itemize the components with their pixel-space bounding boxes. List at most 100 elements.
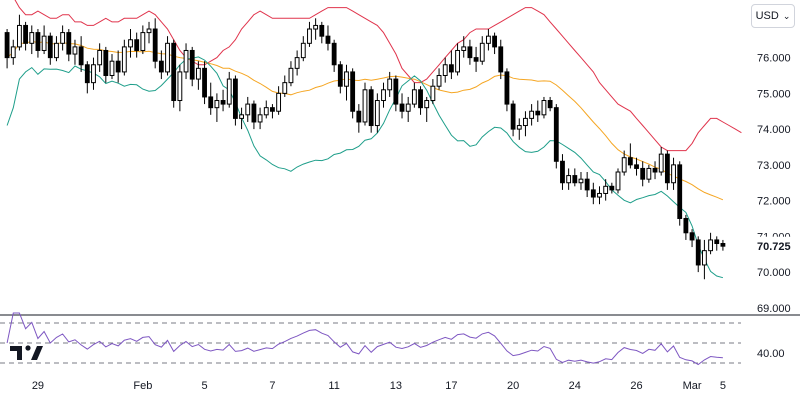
- candle[interactable]: [609, 182, 615, 194]
- candle[interactable]: [72, 39, 78, 65]
- candle[interactable]: [467, 39, 473, 65]
- candle[interactable]: [578, 172, 584, 190]
- candle[interactable]: [418, 86, 423, 115]
- price-pane[interactable]: [4, 0, 742, 280]
- candle[interactable]: [541, 96, 547, 119]
- candle[interactable]: [671, 157, 676, 190]
- candle[interactable]: [245, 96, 251, 122]
- candle[interactable]: [615, 168, 621, 194]
- candle[interactable]: [566, 168, 572, 190]
- candle[interactable]: [121, 39, 127, 76]
- candle[interactable]: [4, 29, 10, 69]
- candle[interactable]: [374, 93, 380, 133]
- candle[interactable]: [683, 214, 689, 240]
- candle[interactable]: [455, 43, 460, 76]
- candle[interactable]: [158, 50, 164, 80]
- candle[interactable]: [263, 100, 269, 119]
- candle[interactable]: [276, 86, 282, 115]
- candle[interactable]: [78, 36, 84, 72]
- candle[interactable]: [202, 61, 207, 105]
- candle[interactable]: [60, 25, 66, 51]
- candle[interactable]: [523, 111, 528, 137]
- candle[interactable]: [393, 75, 399, 112]
- candle[interactable]: [603, 179, 609, 201]
- candle[interactable]: [84, 61, 90, 94]
- candle[interactable]: [424, 96, 430, 122]
- candle[interactable]: [152, 18, 158, 69]
- candle[interactable]: [35, 29, 41, 58]
- candle[interactable]: [430, 79, 436, 105]
- candle[interactable]: [313, 18, 319, 40]
- candle[interactable]: [677, 161, 683, 226]
- candle[interactable]: [41, 25, 47, 55]
- candle[interactable]: [97, 43, 103, 72]
- candle[interactable]: [516, 118, 522, 140]
- candle[interactable]: [701, 239, 707, 280]
- candle[interactable]: [146, 21, 152, 44]
- candle[interactable]: [720, 239, 726, 251]
- candle[interactable]: [560, 154, 565, 190]
- candle[interactable]: [381, 82, 386, 108]
- candle[interactable]: [584, 172, 590, 198]
- candle[interactable]: [208, 82, 214, 115]
- candle[interactable]: [486, 29, 491, 51]
- candle[interactable]: [356, 104, 362, 133]
- candle[interactable]: [319, 21, 325, 44]
- upper-band-line[interactable]: [7, 0, 742, 152]
- candle[interactable]: [331, 39, 337, 72]
- candle[interactable]: [448, 50, 454, 80]
- candle[interactable]: [510, 100, 516, 137]
- candle[interactable]: [350, 68, 356, 119]
- candle[interactable]: [307, 21, 312, 47]
- candle[interactable]: [344, 64, 349, 101]
- candle[interactable]: [195, 61, 201, 90]
- candle[interactable]: [572, 168, 578, 187]
- candle[interactable]: [325, 25, 331, 51]
- candle[interactable]: [10, 39, 16, 65]
- candle[interactable]: [640, 161, 646, 187]
- candle[interactable]: [232, 75, 238, 126]
- candle[interactable]: [362, 82, 368, 126]
- candle[interactable]: [652, 161, 658, 180]
- candle[interactable]: [171, 39, 177, 108]
- candle[interactable]: [658, 146, 664, 176]
- price-axis[interactable]: 69.00070.00071.00072.00073.00074.00075.0…: [751, 17, 799, 315]
- candle[interactable]: [708, 232, 713, 255]
- candle[interactable]: [547, 96, 553, 112]
- candle[interactable]: [337, 61, 343, 94]
- candle[interactable]: [535, 100, 541, 122]
- candle[interactable]: [189, 46, 195, 87]
- candle[interactable]: [590, 182, 596, 205]
- candle[interactable]: [109, 54, 115, 80]
- candle[interactable]: [597, 186, 602, 205]
- candle[interactable]: [664, 150, 670, 190]
- candle[interactable]: [134, 32, 140, 58]
- candle[interactable]: [368, 86, 374, 133]
- candle[interactable]: [47, 32, 53, 65]
- candle[interactable]: [226, 71, 232, 108]
- candle[interactable]: [627, 143, 633, 169]
- candle[interactable]: [461, 36, 467, 58]
- candle[interactable]: [177, 64, 183, 112]
- candle[interactable]: [442, 57, 448, 83]
- candle[interactable]: [714, 236, 720, 251]
- candle[interactable]: [646, 164, 652, 183]
- candle[interactable]: [103, 46, 109, 83]
- candle[interactable]: [17, 14, 22, 51]
- candle[interactable]: [54, 36, 59, 62]
- candle[interactable]: [29, 25, 35, 55]
- candle[interactable]: [492, 32, 498, 55]
- candle[interactable]: [529, 104, 535, 126]
- candle[interactable]: [479, 36, 485, 65]
- candle[interactable]: [23, 21, 29, 51]
- currency-selector[interactable]: USD ⌄: [751, 4, 795, 28]
- candle[interactable]: [473, 46, 479, 72]
- candle[interactable]: [399, 93, 405, 119]
- candle[interactable]: [300, 36, 306, 62]
- candle[interactable]: [239, 107, 244, 130]
- candle[interactable]: [251, 100, 257, 130]
- candle[interactable]: [282, 75, 288, 97]
- candle[interactable]: [553, 104, 559, 169]
- candle[interactable]: [504, 68, 510, 112]
- candle[interactable]: [294, 50, 300, 76]
